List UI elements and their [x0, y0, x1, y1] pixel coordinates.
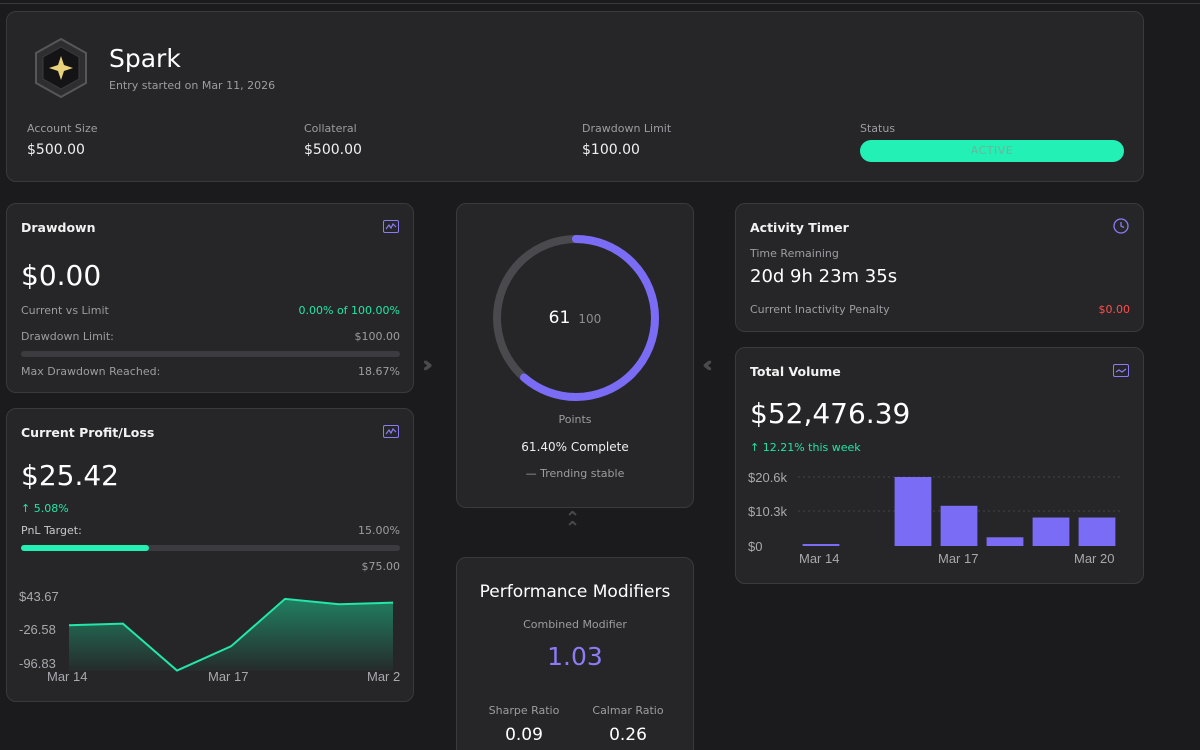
sharpe-ratio: Sharpe Ratio 0.09 — [479, 704, 569, 745]
volume-y-tick: $20.6k — [748, 470, 788, 485]
current-vs-limit-row: Current vs Limit 0.00% of 100.00% — [21, 304, 400, 317]
challenge-header-card: Spark Entry started on Mar 11, 2026 Acco… — [6, 11, 1144, 182]
pnl-amount: $25.42 — [21, 459, 119, 492]
volume-y-tick: $10.3k — [748, 504, 788, 519]
drawdown-limit-row: Drawdown Limit: $100.00 — [21, 330, 400, 343]
row-value: 15.00% — [358, 524, 400, 537]
pnl-x-tick: Mar 17 — [208, 669, 248, 684]
calmar-ratio: Calmar Ratio 0.26 — [583, 704, 673, 745]
card-title: Drawdown — [21, 220, 96, 235]
volume-y-tick: $0 — [748, 539, 762, 554]
pnl-change: ↑ 5.08% — [21, 502, 69, 515]
stat-label: Drawdown Limit — [582, 122, 672, 135]
volume-change: ↑ 12.21% this week — [750, 441, 861, 454]
row-label: Current vs Limit — [21, 304, 109, 317]
top-divider — [0, 0, 1200, 4]
drawdown-progress-bar — [21, 351, 400, 357]
volume-bar — [1032, 517, 1070, 546]
pnl-target-row: PnL Target: 15.00% — [21, 524, 400, 537]
profit-loss-card: Current Profit/Loss $25.42 ↑ 5.08% PnL T… — [6, 408, 414, 702]
card-title: Total Volume — [750, 364, 841, 379]
clock-icon[interactable] — [1113, 218, 1129, 234]
combined-modifier-label: Combined Modifier — [523, 618, 627, 631]
points-max: 100 — [578, 312, 602, 326]
row-label: PnL Target: — [21, 524, 82, 537]
points-label: Points — [558, 413, 592, 426]
time-remaining-label: Time Remaining — [750, 247, 839, 260]
points-complete: 61.40% Complete — [521, 440, 629, 454]
drawdown-card: Drawdown $0.00 Current vs Limit 0.00% of… — [6, 203, 414, 393]
volume-bar — [1078, 517, 1116, 546]
stat-value: $100.00 — [582, 142, 640, 158]
stat-value: $500.00 — [304, 142, 362, 158]
row-value: $75.00 — [361, 560, 401, 573]
performance-modifiers-card: Performance Modifiers Combined Modifier … — [456, 557, 694, 750]
volume-bar — [802, 544, 840, 546]
card-title: Performance Modifiers — [479, 582, 671, 602]
volume-x-tick: Mar 14 — [799, 551, 839, 566]
time-remaining-value: 20d 9h 23m 35s — [750, 266, 898, 287]
row-label: Drawdown Limit: — [21, 330, 114, 343]
status-badge: ACTIVE — [860, 140, 1124, 162]
volume-x-tick: Mar 17 — [938, 551, 978, 566]
stat-label: Status — [860, 122, 896, 135]
pnl-y-tick: $43.67 — [19, 589, 59, 604]
volume-bar — [986, 537, 1024, 546]
points-progress-ring — [493, 235, 659, 401]
stat-status: Status — [860, 122, 895, 135]
row-value: 18.67% — [358, 365, 400, 378]
calmar-value: 0.26 — [609, 725, 647, 745]
row-value: $100.00 — [354, 330, 401, 343]
pnl-x-tick: Mar 2 — [367, 669, 400, 684]
spark-logo-icon — [35, 37, 87, 99]
chart-icon[interactable] — [383, 425, 399, 438]
stat-label: Account Size — [27, 122, 98, 135]
row-label: Max Drawdown Reached: — [21, 365, 161, 378]
pnl-x-tick: Mar 14 — [47, 669, 87, 684]
sharpe-value: 0.09 — [505, 725, 543, 745]
calmar-label: Calmar Ratio — [592, 704, 664, 717]
row-label: Current Inactivity Penalty — [750, 303, 890, 316]
entry-started-text: Entry started on Mar 11, 2026 — [109, 79, 276, 92]
pnl-series-line — [68, 597, 394, 672]
points-value: 61 — [548, 308, 571, 328]
stat-collateral: Collateral $500.00 — [304, 122, 362, 158]
chevrons-left-icon: ‹‹‹ — [702, 353, 714, 378]
volume-bar-chart: $20.6k $10.3k $0 Mar 14 Mar 17 Mar 20 — [748, 470, 1120, 566]
max-drawdown-row: Max Drawdown Reached: 18.67% — [21, 365, 400, 378]
drawdown-amount: $0.00 — [21, 259, 102, 292]
activity-timer-card: Activity Timer Time Remaining 20d 9h 23m… — [735, 203, 1144, 332]
volume-x-tick: Mar 20 — [1074, 551, 1114, 566]
total-volume-card: Total Volume $52,476.39 ↑ 12.21% this we… — [735, 347, 1144, 584]
pnl-y-tick: -26.58 — [19, 622, 56, 637]
points-trend: — Trending stable — [525, 467, 625, 480]
chart-icon[interactable] — [1113, 364, 1129, 377]
volume-amount: $52,476.39 — [750, 397, 911, 430]
stat-account-size: Account Size $500.00 — [27, 122, 98, 158]
points-card: 61 100 Points 61.40% Complete — Trending… — [456, 203, 694, 508]
row-value: 0.00% of 100.00% — [298, 304, 400, 317]
sharpe-label: Sharpe Ratio — [488, 704, 560, 717]
pnl-y-tick: -96.83 — [19, 656, 56, 671]
inactivity-penalty-row: Current Inactivity Penalty $0.00 — [750, 303, 1130, 316]
chevrons-up-icon: ⌃ ⌃ — [565, 508, 581, 539]
card-title: Current Profit/Loss — [21, 425, 155, 440]
stat-label: Collateral — [304, 122, 357, 135]
pnl-target-value-row: $75.00 — [21, 560, 401, 573]
points-readout: 61 100 — [457, 308, 693, 328]
stat-drawdown-limit: Drawdown Limit $100.00 — [582, 122, 671, 158]
volume-bar — [940, 505, 978, 546]
chart-icon[interactable] — [383, 220, 399, 233]
page-title: Spark — [109, 44, 181, 73]
card-title: Activity Timer — [750, 220, 849, 235]
volume-bar — [894, 477, 932, 546]
stat-value: $500.00 — [27, 142, 85, 158]
chevrons-right-icon: ››› — [422, 353, 434, 378]
pnl-target-progress-fill — [21, 545, 149, 551]
combined-modifier-value: 1.03 — [547, 642, 603, 671]
row-value: $0.00 — [1098, 303, 1131, 316]
pnl-area-fill — [69, 598, 393, 671]
pnl-target-progress-bar — [21, 545, 400, 551]
